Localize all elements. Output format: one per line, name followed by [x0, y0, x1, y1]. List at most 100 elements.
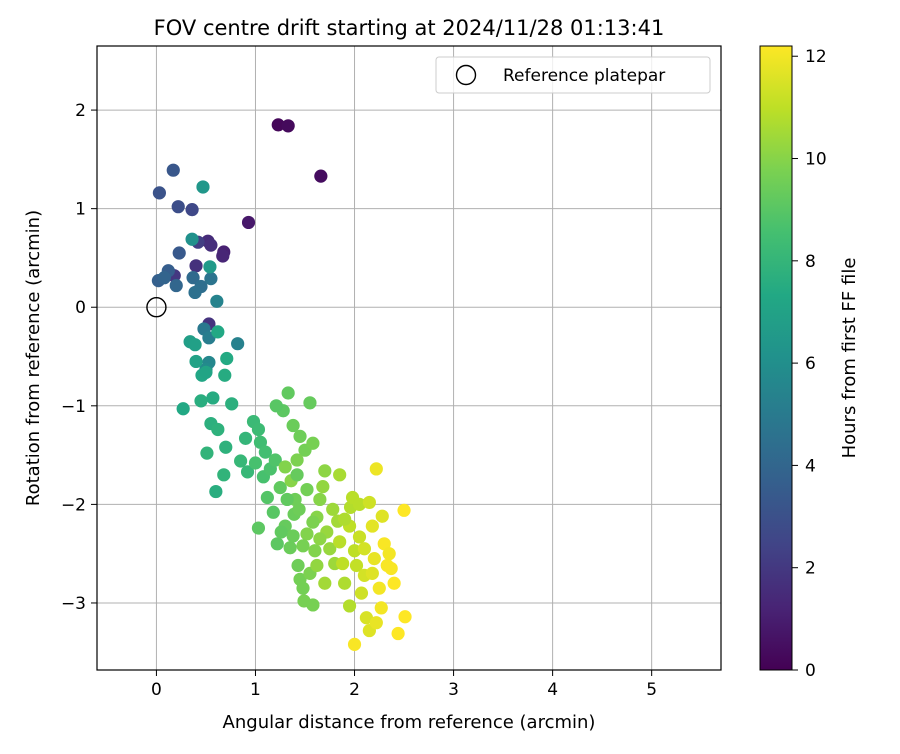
- scatter-point: [397, 503, 411, 517]
- scatter-point: [280, 492, 294, 507]
- scatter-point: [176, 402, 190, 416]
- y-tick-label: 1: [75, 200, 86, 220]
- scatter-point: [308, 544, 322, 558]
- scatter-point: [152, 186, 166, 200]
- scatter-point: [352, 530, 367, 544]
- scatter-point: [382, 547, 396, 561]
- scatter-point: [398, 610, 412, 624]
- scatter-point: [283, 541, 297, 555]
- colorbar-tick-label: 12: [805, 47, 827, 67]
- scatter-point: [172, 246, 186, 260]
- scatter-point: [268, 453, 282, 467]
- scatter-point: [209, 484, 223, 499]
- scatter-point: [188, 285, 202, 300]
- scatter-point: [290, 468, 304, 482]
- scatter-point: [372, 581, 386, 595]
- scatter-points: [151, 118, 412, 651]
- scatter-point: [292, 502, 306, 516]
- scatter-point: [258, 445, 272, 459]
- scatter-point: [374, 601, 388, 615]
- scatter-point: [347, 544, 362, 558]
- colorbar-tick-label: 2: [805, 559, 816, 579]
- x-tick-label: 5: [646, 680, 657, 700]
- scatter-point: [338, 576, 352, 590]
- scatter-point: [306, 436, 320, 450]
- scatter-point: [216, 249, 230, 263]
- scatter-point: [349, 558, 364, 573]
- legend-reference-marker: [455, 64, 477, 86]
- scatter-point: [271, 118, 285, 132]
- scatter-point: [188, 338, 202, 352]
- scatter-point: [318, 464, 332, 478]
- scatter-point: [314, 169, 328, 183]
- y-axis-ticks: −3 −2 −1 0 1 2: [61, 101, 97, 614]
- scatter-point: [169, 278, 183, 293]
- scatter-point: [316, 480, 330, 494]
- y-tick-label: −2: [61, 495, 86, 515]
- scatter-point: [352, 497, 367, 511]
- scatter-point: [367, 552, 381, 566]
- scatter-point: [281, 386, 295, 400]
- scatter-point: [269, 399, 283, 413]
- scatter-point: [240, 465, 255, 479]
- scatter-point: [290, 453, 304, 467]
- scatter-point: [186, 271, 200, 285]
- scatter-point: [225, 397, 239, 411]
- scatter-point: [196, 180, 210, 194]
- scatter-point: [204, 238, 218, 252]
- x-axis-ticks: 0 1 2 3 4 5: [151, 670, 657, 700]
- scatter-point: [270, 537, 284, 551]
- scatter-point: [306, 598, 320, 612]
- scatter-point: [387, 576, 401, 590]
- scatter-point: [354, 586, 369, 600]
- scatter-point: [218, 368, 232, 382]
- x-tick-label: 4: [547, 680, 558, 700]
- scatter-point: [318, 576, 332, 590]
- scatter-point: [231, 337, 245, 351]
- scatter-point: [391, 626, 405, 641]
- scatter-point: [217, 468, 231, 482]
- scatter-point: [300, 483, 314, 497]
- scatter-point: [369, 462, 383, 476]
- scatter-point: [189, 354, 203, 369]
- scatter-point: [204, 272, 218, 286]
- scatter-point: [296, 539, 310, 553]
- scatter-point: [347, 637, 362, 651]
- legend: Reference platepar: [435, 56, 711, 94]
- y-tick-label: −1: [61, 397, 86, 417]
- scatter-point: [185, 232, 199, 246]
- scatter-point: [203, 260, 217, 274]
- chart-title: FOV centre drift starting at 2024/11/28 …: [154, 16, 665, 40]
- scatter-point: [238, 431, 253, 445]
- x-tick-label: 3: [448, 680, 459, 700]
- scatter-point: [310, 558, 324, 573]
- scatter-point: [211, 325, 225, 339]
- scatter-point: [336, 556, 350, 571]
- plot-area-frame: [96, 45, 722, 671]
- scatter-point: [220, 351, 234, 366]
- colorbar-tick-label: 0: [805, 661, 816, 681]
- y-tick-label: −3: [61, 594, 86, 614]
- x-tick-label: 0: [151, 680, 162, 700]
- scatter-point: [359, 611, 374, 625]
- scatter-point: [362, 495, 376, 510]
- x-tick-label: 1: [250, 680, 261, 700]
- scatter-point: [291, 558, 305, 573]
- scatter-point: [313, 492, 327, 507]
- scatter-point: [200, 446, 214, 460]
- reference-platepar-marker: [146, 297, 167, 318]
- scatter-point: [251, 521, 266, 535]
- scatter-point: [375, 509, 389, 523]
- colorbar: 0 2 4 6 8 10 12 Hours from first FF file: [759, 45, 860, 681]
- scatter-point: [313, 532, 327, 546]
- x-axis-label: Angular distance from reference (arcmin): [223, 712, 596, 733]
- scatter-point: [199, 365, 213, 379]
- y-axis-label: Rotation from reference (arcmin): [23, 210, 44, 506]
- colorbar-tick-label: 4: [805, 456, 816, 476]
- scatter-point: [278, 460, 292, 474]
- scatter-point: [357, 542, 372, 556]
- scatter-point: [384, 561, 398, 576]
- colorbar-label: Hours from first FF file: [839, 258, 860, 459]
- scatter-point: [251, 422, 266, 437]
